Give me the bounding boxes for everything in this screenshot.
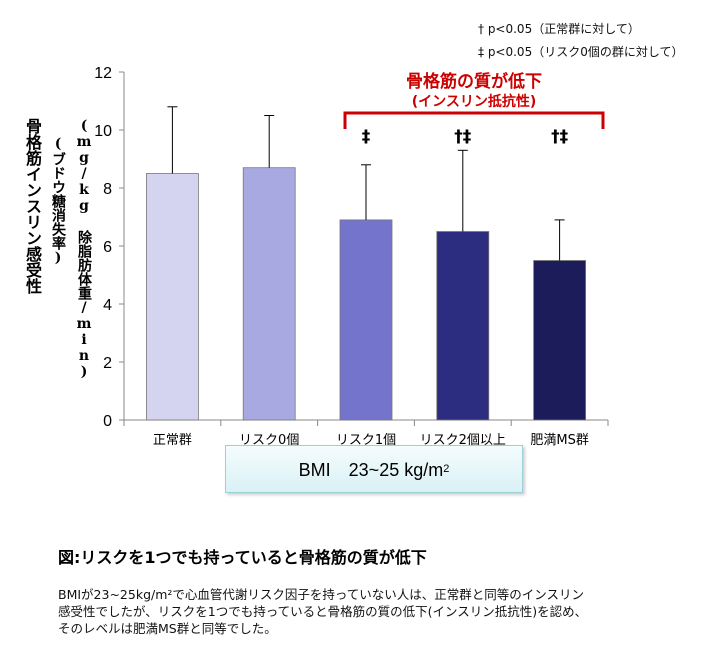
bar xyxy=(436,231,490,421)
significance-marks: ‡ †‡ †‡ xyxy=(362,127,568,147)
y-axis-label-line2: (ブドウ糖消失率) xyxy=(50,136,66,266)
figure-caption-title: 図:リスクを1つでも持っていると骨格筋の質が低下 xyxy=(58,548,427,567)
bar xyxy=(145,173,199,421)
x-tick-label: リスク0個 xyxy=(239,433,299,448)
significance-mark: †‡ xyxy=(551,127,568,147)
significance-mark: †‡ xyxy=(454,127,471,147)
y-tick-label: 6 xyxy=(103,239,112,256)
x-tick-label: 正常群 xyxy=(153,433,192,448)
caption-line-2: 感受性でしたが、リスクを1つでも持っていると骨格筋の質の低下(インスリン抵抗性)… xyxy=(58,604,588,619)
figure-caption-text: BMIが23~25kg/m²で心血管代謝リスク因子を持っていない人は、正常群と同… xyxy=(58,586,658,637)
x-tick-label: リスク2個以上 xyxy=(420,433,506,448)
y-axis-label: 骨格筋インスリン感受性 (ブドウ糖消失率) (mg/kg 除脂肪体重/min) xyxy=(18,118,106,380)
bar xyxy=(339,219,393,421)
x-tick-label: リスク1個 xyxy=(336,433,396,448)
significance-note-dagger: † p<0.05（正常群に対して） xyxy=(478,22,640,36)
y-tick-label: 0 xyxy=(103,413,112,430)
y-tick-label: 10 xyxy=(94,123,112,140)
annotation-bracket: 骨格筋の質が低下(インスリン抵抗性) xyxy=(343,71,605,129)
y-tick-label: 4 xyxy=(103,297,112,314)
y-tick-label: 12 xyxy=(94,65,112,82)
bmi-range-text: BMI 23~25 kg/m xyxy=(298,460,444,480)
annotation-title: 骨格筋の質が低下 xyxy=(406,71,542,92)
bmi-range-box: BMI 23~25 kg/m 2 xyxy=(225,445,523,493)
bars xyxy=(145,167,586,421)
annotation-bracket-line xyxy=(343,111,605,129)
y-axis-label-line3: (mg/kg 除脂肪体重/min) xyxy=(76,118,92,380)
caption-line-3: そのレベルは肥満MS群と同等でした。 xyxy=(58,621,277,636)
error-bars xyxy=(167,106,565,261)
axes: 0 2 4 6 8 10 12 正常群 リスク0個 リスク1個 リスク2個以上 肥満MS群 xyxy=(94,65,609,448)
bar xyxy=(242,167,296,421)
significance-note-double-dagger: ‡ p<0.05（リスク0個の群に対して） xyxy=(478,45,684,59)
y-tick-label: 8 xyxy=(103,181,112,198)
bmi-range-superscript: 2 xyxy=(443,463,450,475)
y-axis-label-line1: 骨格筋インスリン感受性 xyxy=(23,118,42,294)
y-tick-label: 2 xyxy=(103,355,112,372)
significance-mark: ‡ xyxy=(362,127,371,147)
annotation-subtitle: (インスリン抵抗性) xyxy=(412,93,537,110)
x-tick-label: 肥満MS群 xyxy=(530,433,588,448)
bar xyxy=(533,260,586,421)
caption-line-1: BMIが23~25kg/m²で心血管代謝リスク因子を持っていない人は、正常群と同… xyxy=(58,587,585,602)
